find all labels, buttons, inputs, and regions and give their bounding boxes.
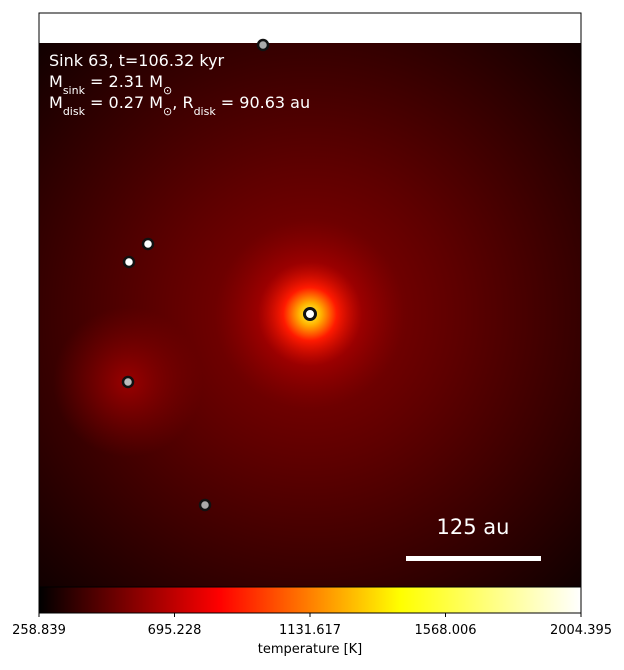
colorbar-tick-label: 2004.395 xyxy=(550,623,612,638)
annotation-text: Sink 63, t=106.32 kyr xyxy=(49,51,225,70)
annotation-subscript: disk xyxy=(63,105,86,118)
annotation-line: Msink = 2.31 M⊙ xyxy=(49,72,172,97)
sink xyxy=(121,375,135,389)
colorbar xyxy=(39,587,581,613)
colorbar-tick-label: 258.839 xyxy=(12,623,66,638)
colorbar-label: temperature [K] xyxy=(258,642,363,657)
sink xyxy=(256,38,270,52)
annotation-subscript: sink xyxy=(63,84,86,97)
annotation-subscript: disk xyxy=(194,105,217,118)
scale-bar-label: 125 au xyxy=(437,515,510,539)
colorbar-tick-label: 1131.617 xyxy=(279,623,341,638)
colorbar-tick-label: 1568.006 xyxy=(414,623,476,638)
annotation-line: Sink 63, t=106.32 kyr xyxy=(49,51,225,70)
scale-bar xyxy=(406,556,541,561)
colorbar-tick-label: 695.228 xyxy=(148,623,202,638)
annotation-text: = 2.31 M xyxy=(85,72,163,91)
sink xyxy=(122,255,136,269)
sink xyxy=(198,498,212,512)
sinks xyxy=(121,38,317,512)
annotation-subscript: ⊙ xyxy=(163,84,172,97)
sink xyxy=(141,237,155,251)
annotation-text: = 0.27 M xyxy=(85,93,163,112)
annotation-subscript: ⊙ xyxy=(163,105,172,118)
annotation-text: M xyxy=(49,72,63,91)
sink xyxy=(303,307,317,321)
annotation-text: , R xyxy=(172,93,193,112)
annotation-text: M xyxy=(49,93,63,112)
annotation-line: Mdisk = 0.27 M⊙, Rdisk = 90.63 au xyxy=(49,93,310,118)
annotation-text: = 90.63 au xyxy=(216,93,310,112)
